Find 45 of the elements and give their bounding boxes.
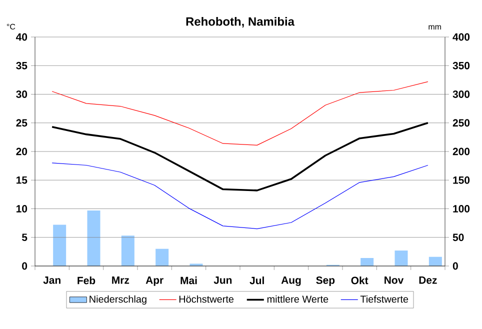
line-series bbox=[52, 162, 428, 230]
y2-tick-label: 50 bbox=[452, 234, 464, 242]
y-tick-label: 5 bbox=[22, 234, 28, 242]
x-tick-label: Nov bbox=[384, 276, 404, 284]
legend-label: Höchstwerte bbox=[179, 295, 234, 303]
y-tick-label: 30 bbox=[16, 90, 28, 98]
y2-tick-label: 350 bbox=[452, 62, 470, 70]
line-series bbox=[51, 122, 429, 192]
x-tick-label: Dez bbox=[419, 276, 437, 284]
line-series bbox=[52, 81, 428, 146]
y2-tick-label: 100 bbox=[453, 205, 470, 212]
y-tick-label: 0 bbox=[22, 262, 28, 270]
y2-tick-label: 0 bbox=[452, 262, 458, 270]
y-tick-label: 40 bbox=[16, 33, 28, 41]
y2-tick-label: 300 bbox=[452, 90, 470, 98]
y2-tick-label: 200 bbox=[452, 148, 470, 156]
y-tick-label: 10 bbox=[16, 205, 28, 212]
x-tick-label: Sep bbox=[316, 276, 335, 286]
x-tick-label: Apr bbox=[146, 276, 164, 286]
bar bbox=[121, 236, 134, 266]
bar bbox=[360, 258, 374, 266]
legend-label: Tiefstwerte bbox=[360, 295, 408, 303]
y2-tick-label: 150 bbox=[453, 176, 470, 184]
bar bbox=[156, 248, 169, 266]
bar bbox=[87, 210, 100, 266]
bar bbox=[53, 224, 66, 266]
x-tick-label: Mai bbox=[180, 276, 197, 284]
y2-tick-label: 250 bbox=[452, 119, 470, 127]
y-tick-label: 20 bbox=[16, 148, 28, 156]
chart-title: Rehoboth, Namibia bbox=[186, 16, 295, 28]
legend-label: Niederschlag bbox=[90, 295, 146, 305]
x-tick-label: Jan bbox=[43, 276, 60, 284]
x-tick-label: Feb bbox=[78, 276, 96, 284]
bar bbox=[428, 256, 442, 266]
y-tick-label: 35 bbox=[16, 62, 28, 70]
y-tick-label: 15 bbox=[16, 176, 28, 184]
x-tick-label: Jun bbox=[214, 276, 232, 284]
x-tick-label: Mrz bbox=[112, 276, 130, 284]
y2-tick-label: 400 bbox=[452, 33, 470, 41]
x-tick-label: Okt bbox=[351, 276, 368, 284]
x-tick-label: Jul bbox=[250, 276, 264, 284]
y-tick-label: 25 bbox=[16, 119, 28, 127]
x-tick-label: Aug bbox=[281, 276, 301, 286]
bar bbox=[394, 250, 408, 266]
legend-label: mittlere Werte bbox=[267, 295, 328, 303]
